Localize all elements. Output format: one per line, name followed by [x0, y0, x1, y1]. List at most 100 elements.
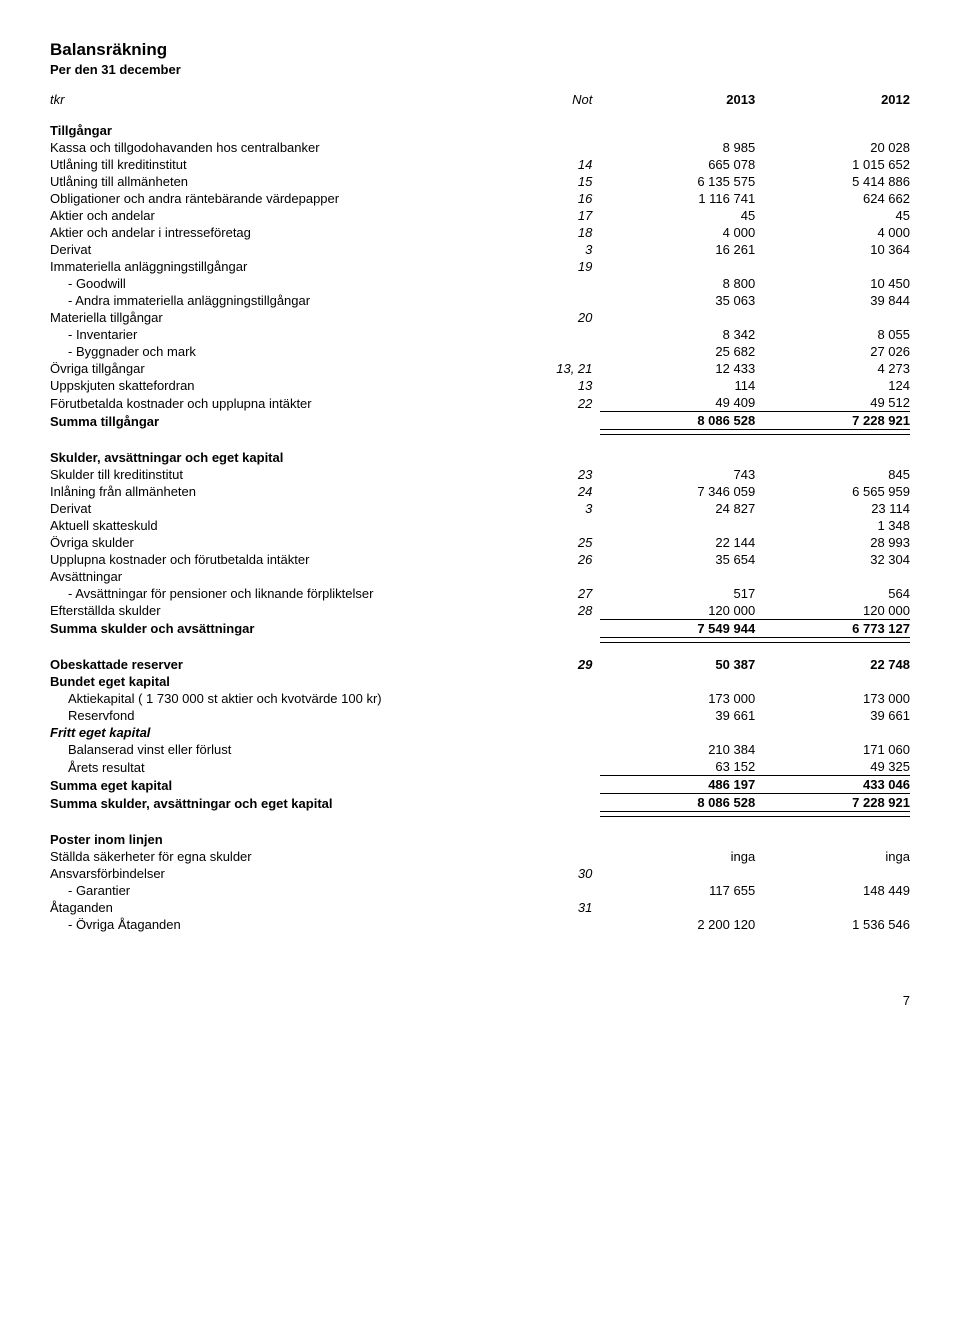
cell-value: 23 114 [755, 500, 910, 517]
row-not: 31 [514, 899, 600, 916]
cell-value: 39 661 [600, 707, 755, 724]
row-label: - Byggnader och mark [50, 343, 514, 360]
cell-value: 665 078 [600, 156, 755, 173]
row-not: 19 [514, 258, 600, 275]
cell-value: 32 304 [755, 551, 910, 568]
cell-value: 4 273 [755, 360, 910, 377]
row-label: Aktiekapital ( 1 730 000 st aktier och k… [50, 690, 514, 707]
row-not: 3 [514, 241, 600, 258]
cell-value [755, 568, 910, 585]
sum-value: 7 549 944 [600, 619, 755, 637]
cell-value: 4 000 [600, 224, 755, 241]
cell-value: 7 346 059 [600, 483, 755, 500]
cell-value: inga [755, 848, 910, 865]
cell-value: 1 116 741 [600, 190, 755, 207]
row-not: 13 [514, 377, 600, 394]
cell-value: 120 000 [600, 602, 755, 620]
row-label: Utlåning till kreditinstitut [50, 156, 514, 173]
cell-value [600, 517, 755, 534]
row-label: Balanserad vinst eller förlust [50, 741, 514, 758]
cell-value [755, 865, 910, 882]
cell-value: 39 661 [755, 707, 910, 724]
cell-value [755, 899, 910, 916]
row-label: Skulder till kreditinstitut [50, 466, 514, 483]
row-label: Avsättningar [50, 568, 514, 585]
cell-value: 845 [755, 466, 910, 483]
row-label: Aktier och andelar [50, 207, 514, 224]
sum-label: Summa skulder och avsättningar [50, 619, 514, 637]
balance-table: tkr Not 2013 2012 Tillgångar Kassa och t… [50, 91, 910, 933]
row-not: 14 [514, 156, 600, 173]
row-label: Aktier och andelar i intresseföretag [50, 224, 514, 241]
cell-value [600, 899, 755, 916]
row-label: Derivat [50, 500, 514, 517]
cell-value: 564 [755, 585, 910, 602]
cell-value: 6 135 575 [600, 173, 755, 190]
row-not: 23 [514, 466, 600, 483]
cell-value: 35 654 [600, 551, 755, 568]
sum-label: Summa skulder, avsättningar och eget kap… [50, 794, 514, 812]
row-label: Derivat [50, 241, 514, 258]
cell-value: 49 512 [755, 394, 910, 412]
cell-value: 63 152 [600, 758, 755, 776]
row-label: Reservfond [50, 707, 514, 724]
row-not: 27 [514, 585, 600, 602]
row-label: Uppskjuten skattefordran [50, 377, 514, 394]
sum-value: 7 228 921 [755, 412, 910, 430]
row-not: 15 [514, 173, 600, 190]
col-2012: 2012 [755, 91, 910, 108]
cell-value: 1 536 546 [755, 916, 910, 933]
cell-value: 45 [600, 207, 755, 224]
cell-value: 10 364 [755, 241, 910, 258]
row-label: Åtaganden [50, 899, 514, 916]
row-not [514, 916, 600, 933]
cell-value: 27 026 [755, 343, 910, 360]
row-label: Årets resultat [50, 758, 514, 776]
page-title: Balansräkning [50, 40, 910, 60]
section-title: Tillgångar [50, 122, 910, 139]
row-label: - Goodwill [50, 275, 514, 292]
subsection-title: Fritt eget kapital [50, 724, 910, 741]
cell-value: 22 144 [600, 534, 755, 551]
subsection-title: Bundet eget kapital [50, 673, 910, 690]
sum-label: Summa tillgångar [50, 412, 514, 430]
row-label: Inlåning från allmänheten [50, 483, 514, 500]
cell-value [600, 568, 755, 585]
cell-value: 173 000 [600, 690, 755, 707]
cell-value: 4 000 [755, 224, 910, 241]
cell-value: 50 387 [600, 656, 755, 673]
row-not: 16 [514, 190, 600, 207]
row-label: Ansvarsförbindelser [50, 865, 514, 882]
row-not [514, 343, 600, 360]
row-label: Efterställda skulder [50, 602, 514, 620]
section-title: Skulder, avsättningar och eget kapital [50, 449, 910, 466]
row-not: 29 [514, 656, 600, 673]
row-label: Förutbetalda kostnader och upplupna intä… [50, 394, 514, 412]
cell-value: 114 [600, 377, 755, 394]
row-label: - Andra immateriella anläggningstillgång… [50, 292, 514, 309]
row-label: Utlåning till allmänheten [50, 173, 514, 190]
row-not: 28 [514, 602, 600, 620]
cell-value: 8 985 [600, 139, 755, 156]
row-not: 13, 21 [514, 360, 600, 377]
unit-label: tkr [50, 91, 514, 108]
cell-value: 8 055 [755, 326, 910, 343]
cell-value: 6 565 959 [755, 483, 910, 500]
row-not: 30 [514, 865, 600, 882]
sum-label: Summa eget kapital [50, 776, 514, 794]
cell-value: 173 000 [755, 690, 910, 707]
cell-value: 210 384 [600, 741, 755, 758]
cell-value: 1 015 652 [755, 156, 910, 173]
cell-value: 10 450 [755, 275, 910, 292]
col-2013: 2013 [600, 91, 755, 108]
cell-value: 117 655 [600, 882, 755, 899]
row-label: Materiella tillgångar [50, 309, 514, 326]
cell-value: 24 827 [600, 500, 755, 517]
row-label: Kassa och tillgodohavanden hos centralba… [50, 139, 514, 156]
row-not: 20 [514, 309, 600, 326]
col-not: Not [514, 91, 600, 108]
row-not: 3 [514, 500, 600, 517]
cell-value [755, 309, 910, 326]
cell-value [600, 258, 755, 275]
row-label: - Avsättningar för pensioner och liknand… [50, 585, 514, 602]
